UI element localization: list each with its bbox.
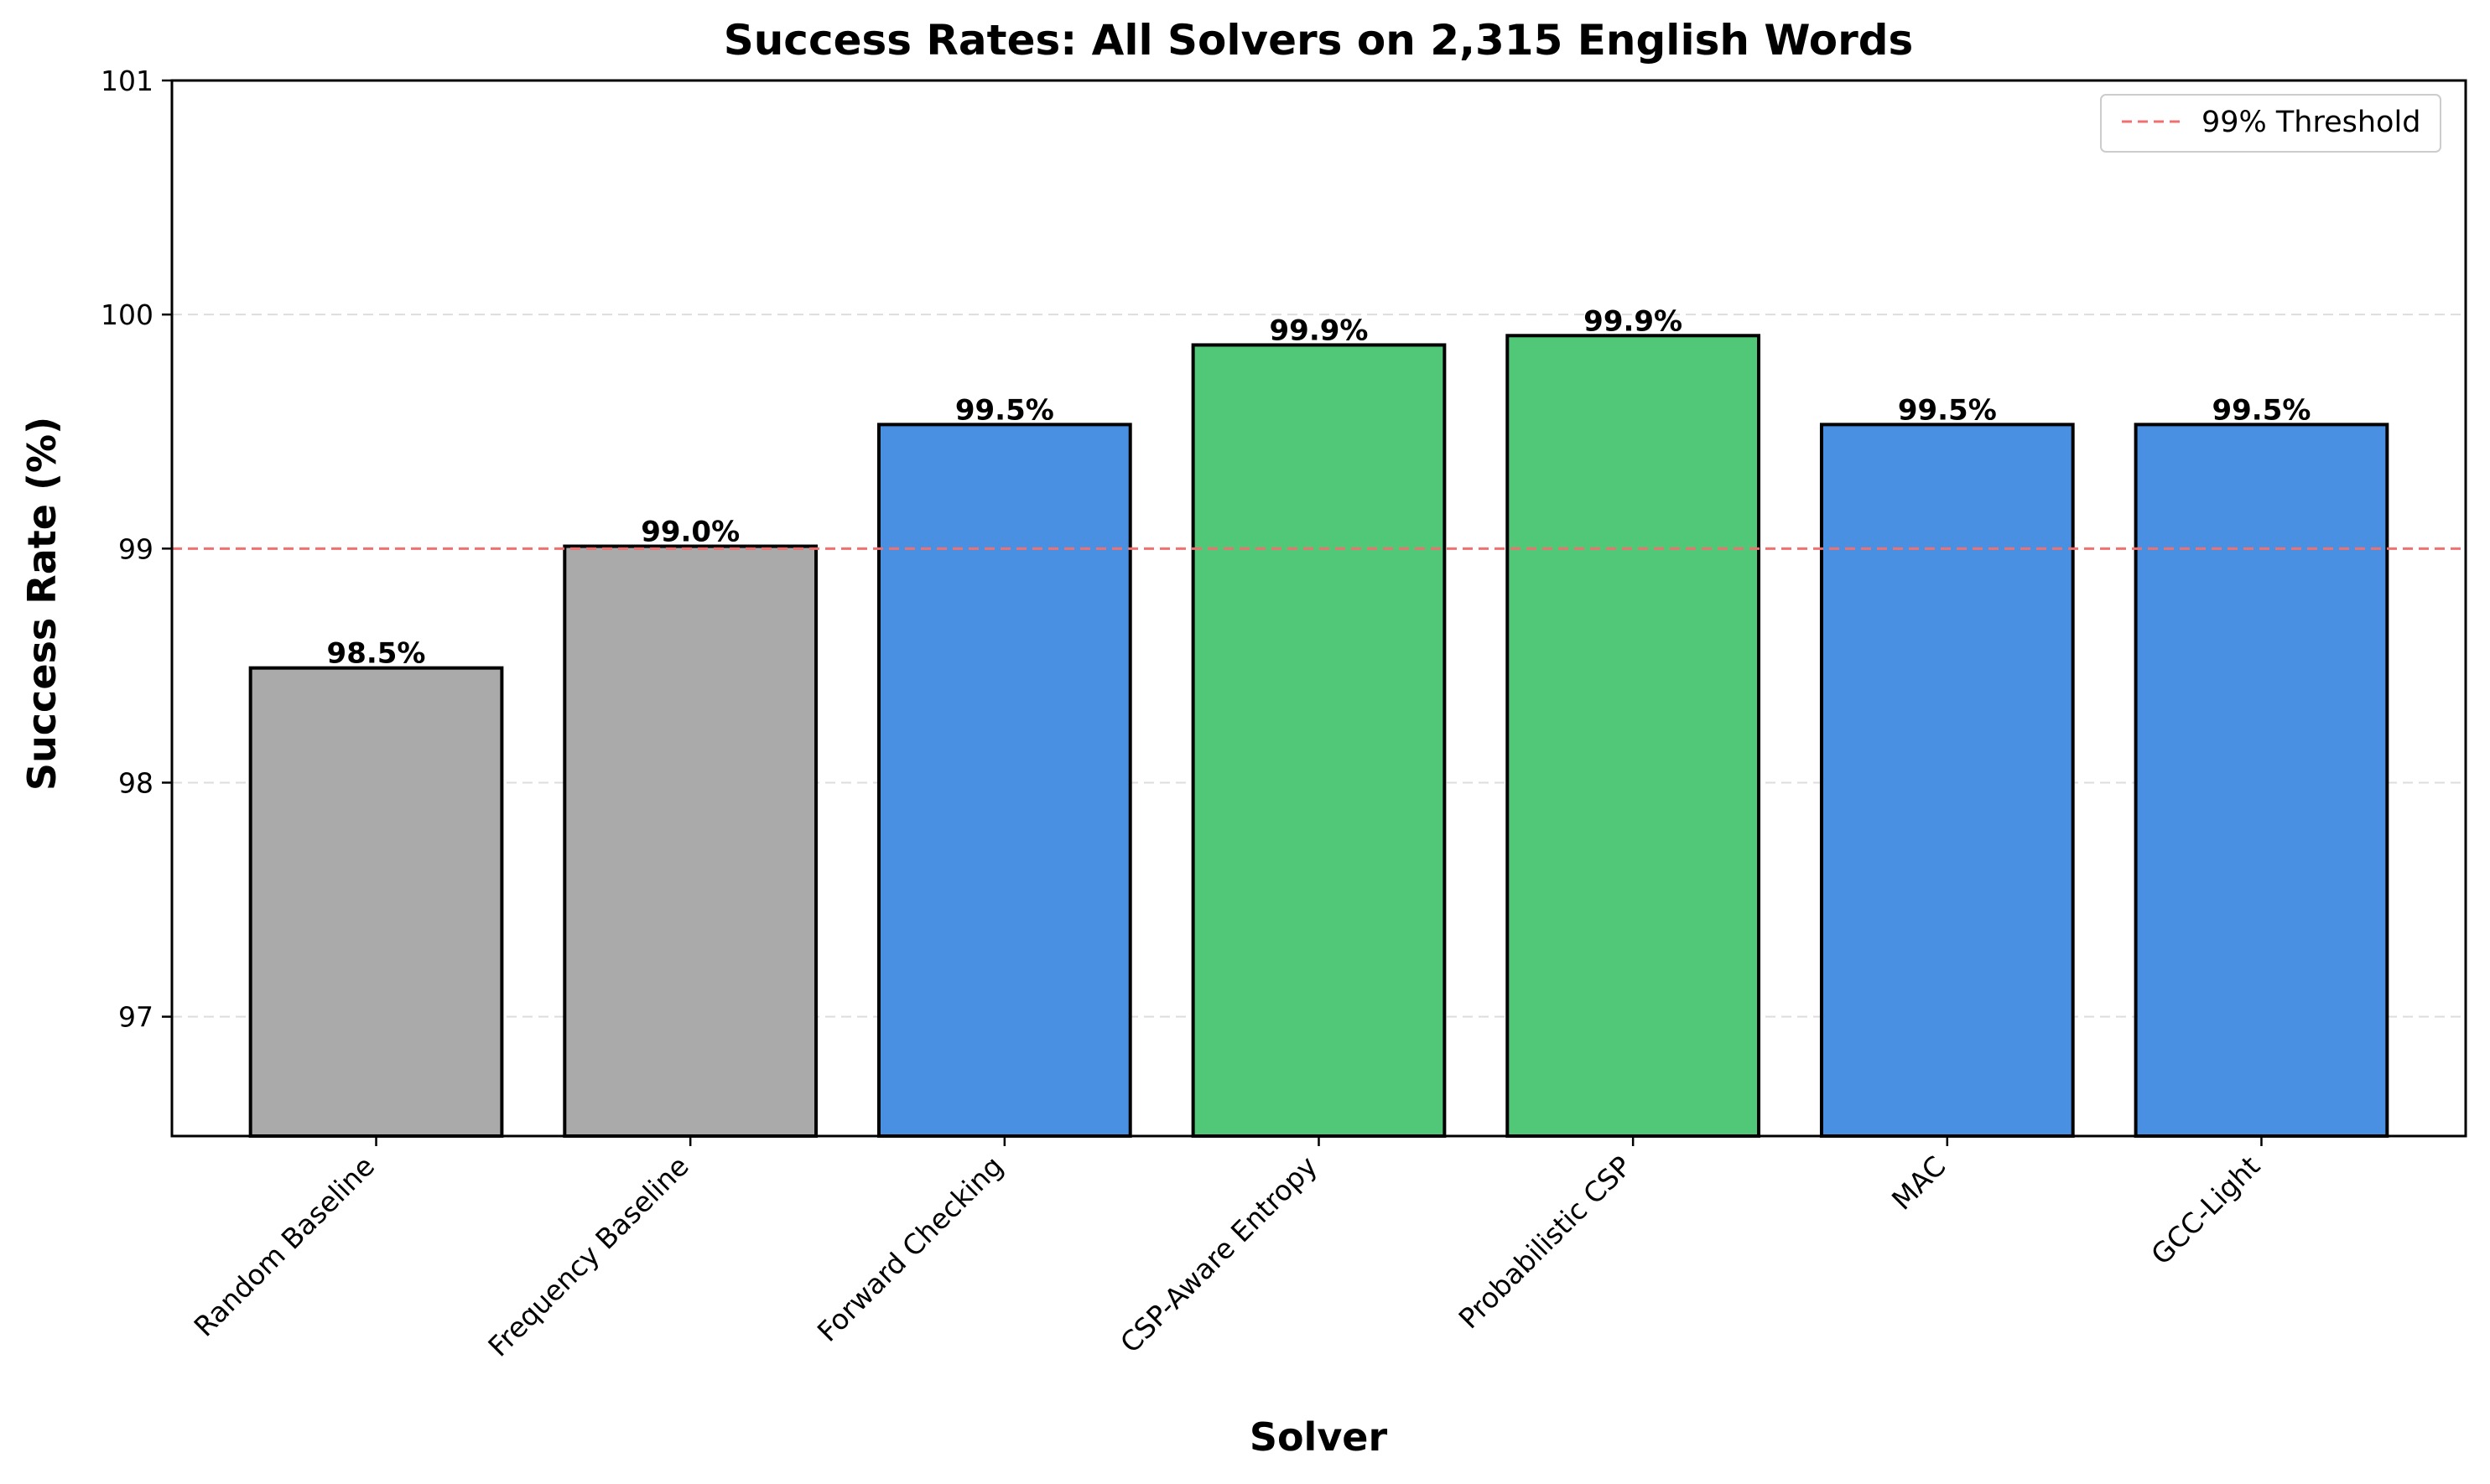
data-labels: 98.5% 99.0% 99.5% 99.9% 99.9% 99.5% 99.5%	[327, 304, 2311, 670]
bar-frequency-baseline	[563, 544, 819, 1138]
data-label: 98.5%	[327, 637, 426, 671]
bars	[248, 334, 2389, 1139]
x-tick-label: Random Baseline	[188, 1149, 382, 1343]
data-label: 99.5%	[955, 393, 1054, 427]
bar-random-baseline	[248, 666, 504, 1138]
x-tick-label: MAC	[1885, 1149, 1952, 1217]
legend-threshold-label: 99% Threshold	[2201, 106, 2420, 139]
y-tick-label: 100	[101, 298, 153, 331]
x-axis: Random Baseline Frequency Baseline Forward…	[188, 1136, 2266, 1363]
data-label: 99.9%	[1583, 304, 1682, 338]
y-axis: 97 98 99 100 101	[101, 65, 172, 1034]
y-tick-label: 101	[101, 65, 153, 97]
bar-mac	[1819, 423, 2075, 1139]
x-tick-label: Forward Checking	[811, 1149, 1010, 1348]
y-tick-label: 99	[118, 532, 153, 565]
x-axis-label: Solver	[1250, 1414, 1388, 1460]
y-tick-label: 97	[118, 1001, 153, 1034]
data-label: 99.5%	[1898, 393, 1997, 427]
data-label: 99.0%	[641, 516, 740, 549]
bar-forward-checking	[876, 423, 1132, 1139]
x-tick-label: GCC-Light	[2144, 1149, 2266, 1271]
legend-box	[2100, 94, 2441, 153]
bar-gcc-light	[2134, 423, 2389, 1139]
x-tick-label: CSP-Aware Entropy	[1114, 1149, 1323, 1359]
bar-csp-aware-entropy	[1191, 343, 1447, 1139]
chart-title: Success Rates: All Solvers on 2,315 Engl…	[724, 16, 1914, 65]
data-label: 99.9%	[1270, 314, 1369, 347]
legend: 99% Threshold	[2100, 94, 2441, 153]
data-label: 99.5%	[2212, 393, 2311, 427]
y-tick-label: 98	[118, 766, 153, 799]
x-tick-label: Probabilistic CSP	[1453, 1149, 1638, 1335]
bar-probabilistic-csp	[1505, 334, 1761, 1138]
x-tick-label: Frequency Baseline	[481, 1149, 694, 1362]
y-axis-label: Success Rate (%)	[19, 417, 65, 791]
